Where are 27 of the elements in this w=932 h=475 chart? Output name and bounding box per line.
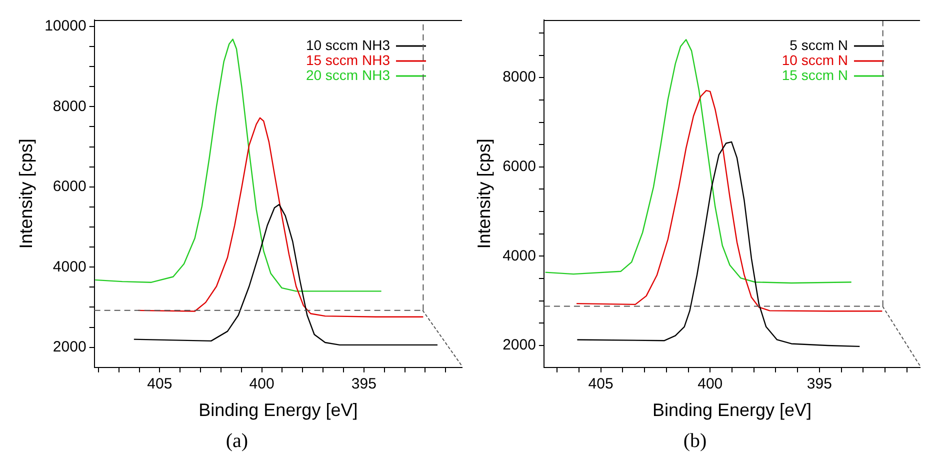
y-tick-label: 4000 <box>52 258 86 276</box>
x-tick-label: 395 <box>351 376 376 393</box>
text: (b) <box>682 430 708 453</box>
x-axis-title: Binding Energy [eV] <box>198 400 358 420</box>
legend-label: 20 sccm NH3 <box>306 66 390 83</box>
legend-label: 10 sccm NH3 <box>306 36 390 53</box>
y-tick-label: 2000 <box>52 338 86 356</box>
y-axis-title: Intensity [cps] <box>16 138 36 249</box>
y-tick-label: 6000 <box>502 158 536 176</box>
x-axis-title: Binding Energy [eV] <box>652 400 812 420</box>
x-tick-label: 400 <box>249 376 274 393</box>
y-axis-title: Intensity [cps] <box>474 138 494 249</box>
x-tick-label: 395 <box>806 376 832 393</box>
x-tick-label: 405 <box>147 376 172 393</box>
legend-label: 10 sccm N <box>782 52 848 68</box>
y-tick-label: 8000 <box>52 98 86 115</box>
y-tick-label: 4000 <box>502 247 536 264</box>
x-tick-label: 400 <box>698 376 723 393</box>
legend-label: 5 sccm N <box>790 36 848 53</box>
y-tick-label: 10000 <box>44 18 86 35</box>
legend-label: 15 sccm NH3 <box>306 52 390 68</box>
y-tick-label: 2000 <box>502 336 536 354</box>
x-tick-label: 405 <box>588 376 614 393</box>
y-tick-label: 8000 <box>502 68 536 86</box>
text: (a) <box>224 430 250 453</box>
legend-label: 15 sccm N <box>782 66 848 83</box>
y-tick-label: 6000 <box>52 178 86 196</box>
